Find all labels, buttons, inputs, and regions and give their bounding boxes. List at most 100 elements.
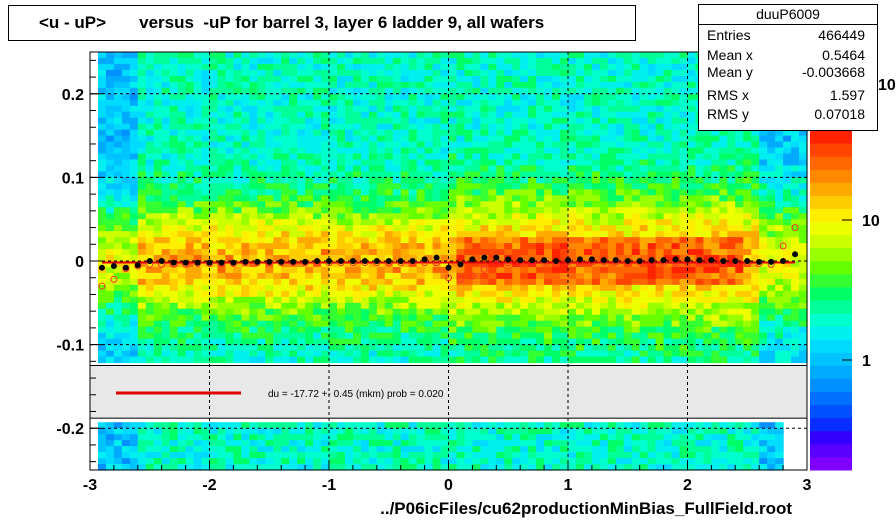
heatmap-cell <box>528 446 537 453</box>
heatmap-cell <box>281 141 290 149</box>
heatmap-cell <box>177 69 187 77</box>
heatmap-cell <box>472 434 481 441</box>
heatmap-cell <box>568 183 577 190</box>
heatmap-cell <box>113 452 123 459</box>
heatmap-cell <box>185 458 195 465</box>
heatmap-cell <box>265 195 274 202</box>
heatmap-cell <box>464 63 473 71</box>
heatmap-cell <box>456 129 466 137</box>
heatmap-cell <box>671 296 681 304</box>
heatmap-cell <box>488 177 497 184</box>
heatmap-cell <box>615 308 625 316</box>
heatmap-cell <box>615 261 625 268</box>
heatmap-cell <box>607 434 617 441</box>
heatmap-cell <box>153 308 163 316</box>
heatmap-cell <box>711 458 720 465</box>
heatmap-cell <box>217 458 227 465</box>
heatmap-cell <box>249 57 258 65</box>
heatmap-cell <box>591 290 601 298</box>
heatmap-cell <box>185 344 195 352</box>
heatmap-cell <box>472 225 481 232</box>
heatmap-cell <box>480 464 489 471</box>
heatmap-cell <box>113 147 123 155</box>
heatmap-cell <box>711 296 720 304</box>
heatmap-cell <box>496 231 505 238</box>
heatmap-cell <box>568 225 577 232</box>
heatmap-cell <box>568 458 577 465</box>
heatmap-cell <box>687 75 697 83</box>
heatmap-cell <box>145 183 155 190</box>
heatmap-cell <box>488 111 497 119</box>
heatmap-cell <box>583 350 593 358</box>
heatmap-cell <box>536 284 545 292</box>
heatmap-cell <box>352 249 362 256</box>
heatmap-cell <box>249 177 258 184</box>
heatmap-cell <box>408 261 418 268</box>
heatmap-cell <box>671 105 681 113</box>
heatmap-cell <box>273 308 282 316</box>
heatmap-cell <box>153 237 163 244</box>
heatmap-cell <box>687 159 697 167</box>
heatmap-cell <box>552 243 561 250</box>
heatmap-cell <box>329 189 338 196</box>
heatmap-cell <box>368 117 378 125</box>
heatmap-cell <box>711 284 720 292</box>
heatmap-cell <box>145 284 155 292</box>
heatmap-cell <box>639 57 649 65</box>
heatmap-cell <box>496 69 505 77</box>
heatmap-cell <box>336 57 346 65</box>
heatmap-cell <box>679 57 689 65</box>
heatmap-cell <box>575 231 585 238</box>
heatmap-cell <box>129 75 139 83</box>
heatmap-cell <box>241 428 250 435</box>
heatmap-cell <box>129 219 139 226</box>
heatmap-cell <box>679 296 689 304</box>
heatmap-cell <box>424 332 434 340</box>
heatmap-cell <box>121 171 131 178</box>
heatmap-cell <box>607 129 617 137</box>
heatmap-cell <box>687 320 697 328</box>
heatmap-cell <box>416 99 426 107</box>
heatmap-cell <box>368 69 378 77</box>
heatmap-cell <box>384 105 394 113</box>
heatmap-cell <box>161 452 171 459</box>
heatmap-cell <box>679 195 689 202</box>
heatmap-cell <box>289 189 298 196</box>
heatmap-cell <box>129 434 139 441</box>
heatmap-cell <box>464 75 473 83</box>
heatmap-cell <box>607 207 617 214</box>
heatmap-cell <box>249 117 258 125</box>
heatmap-cell <box>121 231 131 238</box>
heatmap-cell <box>113 219 123 226</box>
heatmap-cell <box>121 452 131 459</box>
heatmap-cell <box>201 57 211 65</box>
heatmap-cell <box>615 75 625 83</box>
heatmap-cell <box>217 290 227 298</box>
heatmap-cell <box>599 422 609 429</box>
heatmap-cell <box>97 284 107 292</box>
heatmap-cell <box>153 261 163 268</box>
heatmap-cell <box>488 93 497 101</box>
heatmap-cell <box>464 326 473 334</box>
heatmap-cell <box>305 159 314 167</box>
heatmap-cell <box>719 344 728 352</box>
heatmap-cell <box>368 213 378 220</box>
heatmap-cell <box>679 332 689 340</box>
heatmap-cell <box>432 308 442 316</box>
heatmap-cell <box>631 135 641 143</box>
heatmap-cell <box>552 320 561 328</box>
heatmap-cell <box>695 165 705 173</box>
heatmap-cell <box>448 201 458 208</box>
heatmap-cell <box>751 177 760 184</box>
heatmap-cell <box>400 237 410 244</box>
heatmap-cell <box>344 296 354 304</box>
heatmap-cell <box>480 326 489 334</box>
heatmap-cell <box>639 165 649 173</box>
heatmap-cell <box>297 183 306 190</box>
heatmap-cell <box>591 249 601 256</box>
heatmap-cell <box>193 129 203 137</box>
heatmap-cell <box>225 237 234 244</box>
heatmap-cell <box>647 201 657 208</box>
heatmap-cell <box>97 338 107 346</box>
heatmap-cell <box>201 99 211 107</box>
